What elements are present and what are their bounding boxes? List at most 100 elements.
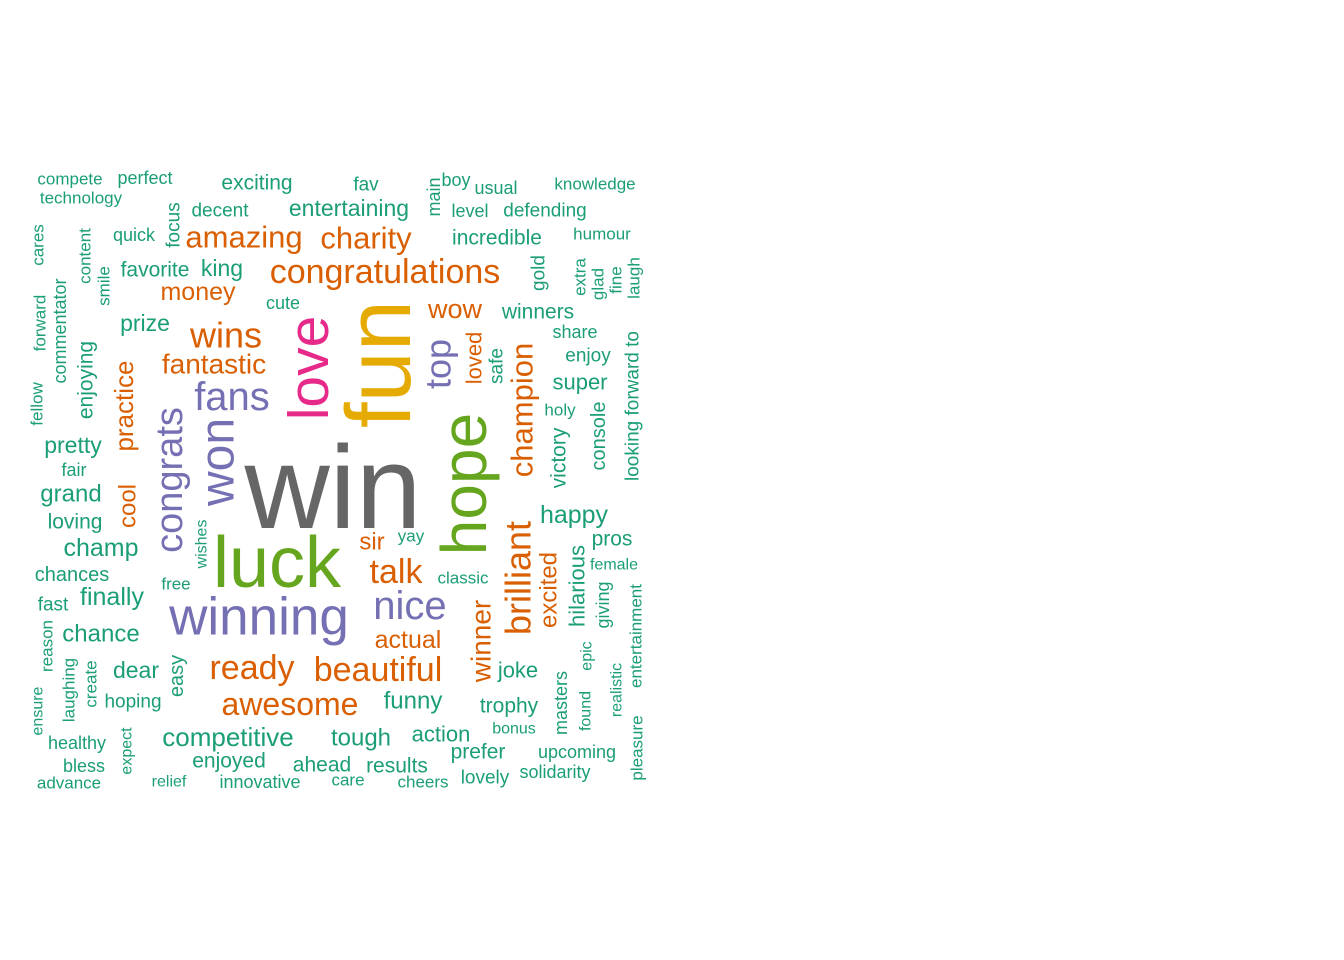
cloud-word: upcoming bbox=[538, 742, 616, 762]
cloud-word: awesome bbox=[222, 686, 359, 722]
cloud-word: hope bbox=[428, 413, 500, 555]
cloud-word: fantastic bbox=[162, 349, 266, 380]
cloud-word: winning bbox=[168, 588, 349, 647]
cloud-word: female bbox=[590, 557, 638, 574]
cloud-word: expect bbox=[119, 727, 136, 775]
cloud-word: results bbox=[366, 755, 428, 778]
cloud-word: beautiful bbox=[314, 651, 443, 689]
cloud-word: laughing bbox=[60, 658, 79, 722]
cloud-word: solidarity bbox=[519, 762, 590, 782]
cloud-word: chances bbox=[35, 564, 110, 586]
cloud-word: compete bbox=[37, 170, 102, 189]
cloud-word: giving bbox=[593, 581, 613, 628]
cloud-word: care bbox=[331, 771, 364, 790]
cloud-word: king bbox=[201, 255, 243, 281]
cloud-word: fellow bbox=[28, 382, 47, 426]
cloud-word: victory bbox=[548, 427, 571, 488]
cloud-word: quick bbox=[113, 225, 156, 245]
cloud-word: brilliant bbox=[498, 521, 539, 635]
cloud-word: funny bbox=[384, 688, 443, 715]
cloud-word: fun bbox=[328, 300, 430, 428]
cloud-word: pleasure bbox=[628, 715, 647, 780]
cloud-word: incredible bbox=[452, 227, 542, 250]
cloud-word: congrats bbox=[149, 407, 191, 553]
cloud-word: cares bbox=[29, 224, 48, 266]
cloud-word: winner bbox=[466, 600, 497, 683]
cloud-word: main bbox=[424, 177, 444, 216]
cloud-word: content bbox=[76, 228, 95, 284]
cloud-word: wow bbox=[427, 294, 483, 324]
cloud-word: decent bbox=[191, 201, 249, 222]
cloud-word: competitive bbox=[162, 722, 294, 752]
cloud-word: dear bbox=[113, 657, 159, 683]
cloud-word: humour bbox=[573, 225, 631, 244]
cloud-word: bless bbox=[63, 756, 105, 776]
cloud-word: hoping bbox=[104, 692, 161, 713]
cloud-word: chance bbox=[62, 621, 139, 648]
cloud-word: advance bbox=[37, 774, 101, 793]
cloud-word: technology bbox=[40, 189, 123, 208]
cloud-word: win bbox=[243, 422, 421, 554]
cloud-word: forward bbox=[31, 295, 50, 352]
cloud-word: boy bbox=[441, 170, 470, 190]
cloud-word: perfect bbox=[117, 168, 172, 188]
cloud-word: fine bbox=[607, 266, 626, 293]
cloud-word: champion bbox=[505, 343, 540, 477]
cloud-word: focus bbox=[164, 202, 185, 247]
cloud-word: found bbox=[578, 691, 595, 731]
cloud-word: fans bbox=[194, 375, 270, 419]
cloud-word: actual bbox=[375, 626, 442, 654]
cloud-word: level bbox=[451, 201, 488, 221]
cloud-word: action bbox=[412, 722, 471, 747]
cloud-word: loving bbox=[48, 511, 103, 534]
cloud-word: trophy bbox=[480, 695, 539, 718]
cloud-word: pretty bbox=[44, 432, 102, 458]
cloud-word: wins bbox=[189, 315, 262, 356]
cloud-word: amazing bbox=[185, 220, 302, 255]
cloud-word: commentator bbox=[50, 278, 70, 383]
cloud-word: console bbox=[588, 402, 610, 471]
cloud-word: favorite bbox=[121, 259, 190, 282]
cloud-word: masters bbox=[551, 671, 571, 735]
cloud-word: nice bbox=[373, 584, 446, 628]
cloud-word: fair bbox=[61, 460, 86, 480]
cloud-word: lovely bbox=[461, 768, 510, 789]
cloud-word: laugh bbox=[625, 257, 644, 299]
cloud-word: wishes bbox=[194, 520, 211, 570]
cloud-word: super bbox=[552, 370, 607, 395]
cloud-word: champ bbox=[63, 534, 138, 562]
cloud-word: sir bbox=[359, 529, 384, 556]
cloud-word: classic bbox=[437, 569, 489, 588]
cloud-word: innovative bbox=[219, 772, 300, 792]
cloud-word: practice bbox=[109, 360, 139, 451]
cloud-word: top bbox=[418, 339, 459, 389]
cloud-word: enjoy bbox=[565, 346, 611, 367]
cloud-word: love bbox=[277, 316, 341, 421]
cloud-word: prize bbox=[120, 310, 170, 336]
cloud-word: excited bbox=[536, 552, 563, 628]
cloud-word: grand bbox=[40, 481, 101, 508]
cloud-word: entertaining bbox=[289, 195, 409, 221]
cloud-word: exciting bbox=[221, 172, 292, 195]
cloud-word: hilarious bbox=[565, 545, 590, 627]
cloud-word: loved bbox=[462, 332, 487, 385]
cloud-word: create bbox=[82, 660, 101, 707]
cloud-word: money bbox=[160, 278, 236, 306]
cloud-word: finally bbox=[80, 583, 144, 611]
cloud-word: gold bbox=[529, 255, 550, 291]
cloud-word: ready bbox=[209, 649, 294, 687]
cloud-word: cool bbox=[115, 484, 142, 528]
cloud-word: glad bbox=[589, 268, 608, 300]
cloud-word: bonus bbox=[492, 721, 536, 738]
cloud-word: prefer bbox=[451, 741, 506, 764]
cloud-word: congratulations bbox=[270, 253, 501, 291]
cloud-word: yay bbox=[398, 527, 425, 546]
cloud-word: entertainment bbox=[627, 584, 646, 688]
cloud-word: epic bbox=[579, 641, 596, 670]
cloud-word: extra bbox=[571, 258, 590, 296]
cloud-word: pros bbox=[592, 528, 633, 551]
cloud-word: usual bbox=[474, 178, 517, 198]
cloud-word: won bbox=[192, 418, 245, 507]
cloud-word: cute bbox=[266, 293, 300, 313]
